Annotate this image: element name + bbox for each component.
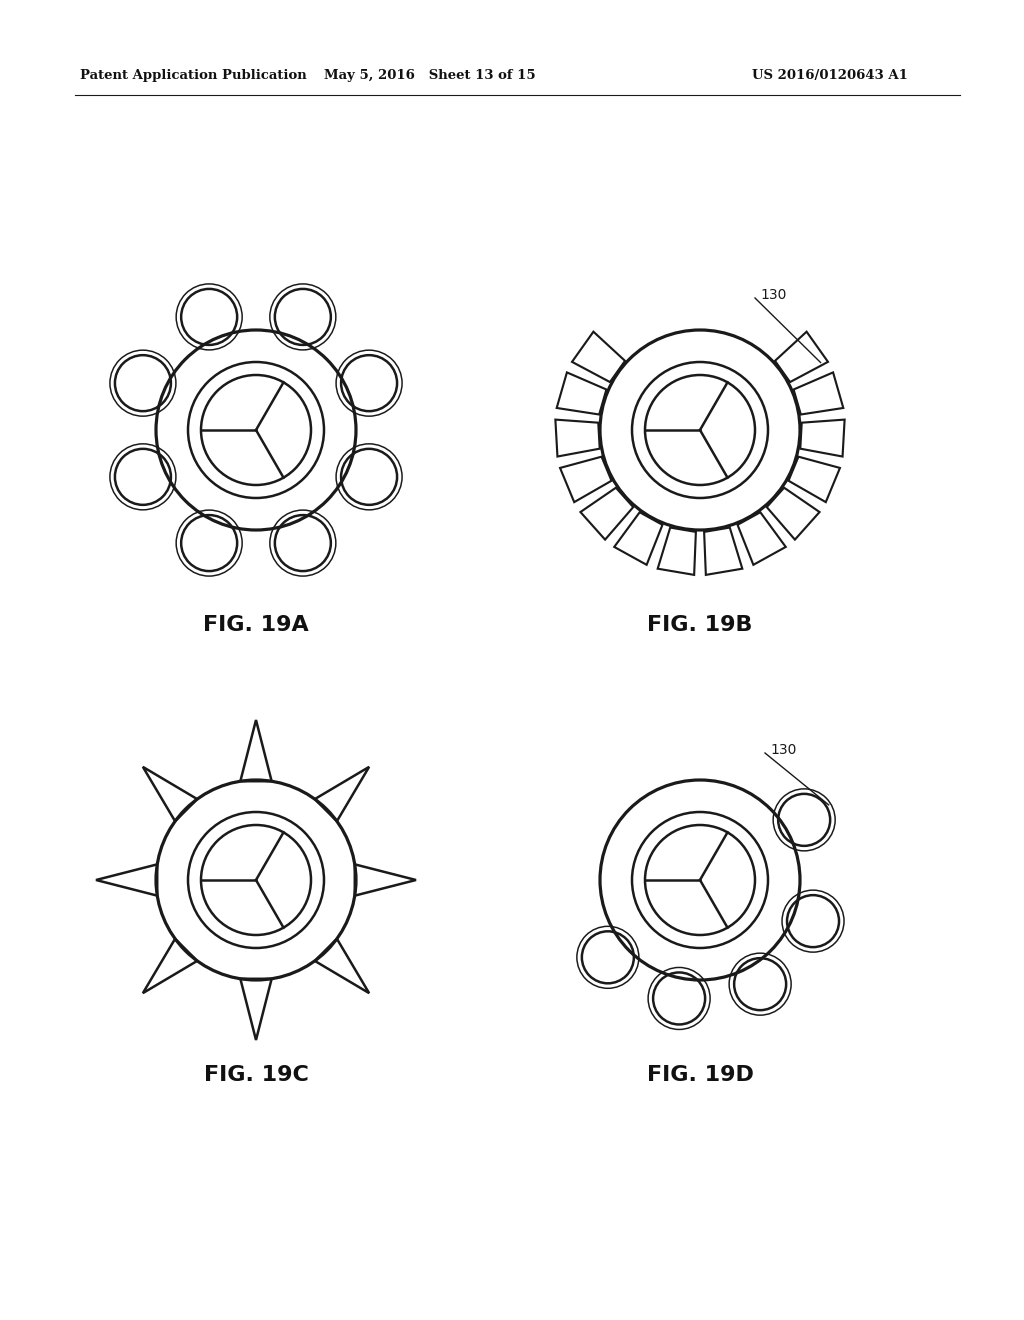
Text: FIG. 19B: FIG. 19B bbox=[647, 615, 753, 635]
Text: 130: 130 bbox=[760, 288, 786, 302]
Text: May 5, 2016   Sheet 13 of 15: May 5, 2016 Sheet 13 of 15 bbox=[325, 69, 536, 82]
Text: FIG. 19A: FIG. 19A bbox=[203, 615, 309, 635]
Text: FIG. 19C: FIG. 19C bbox=[204, 1065, 308, 1085]
Text: Patent Application Publication: Patent Application Publication bbox=[80, 69, 307, 82]
Text: US 2016/0120643 A1: US 2016/0120643 A1 bbox=[752, 69, 908, 82]
Text: FIG. 19D: FIG. 19D bbox=[646, 1065, 754, 1085]
Text: 130: 130 bbox=[770, 743, 797, 756]
